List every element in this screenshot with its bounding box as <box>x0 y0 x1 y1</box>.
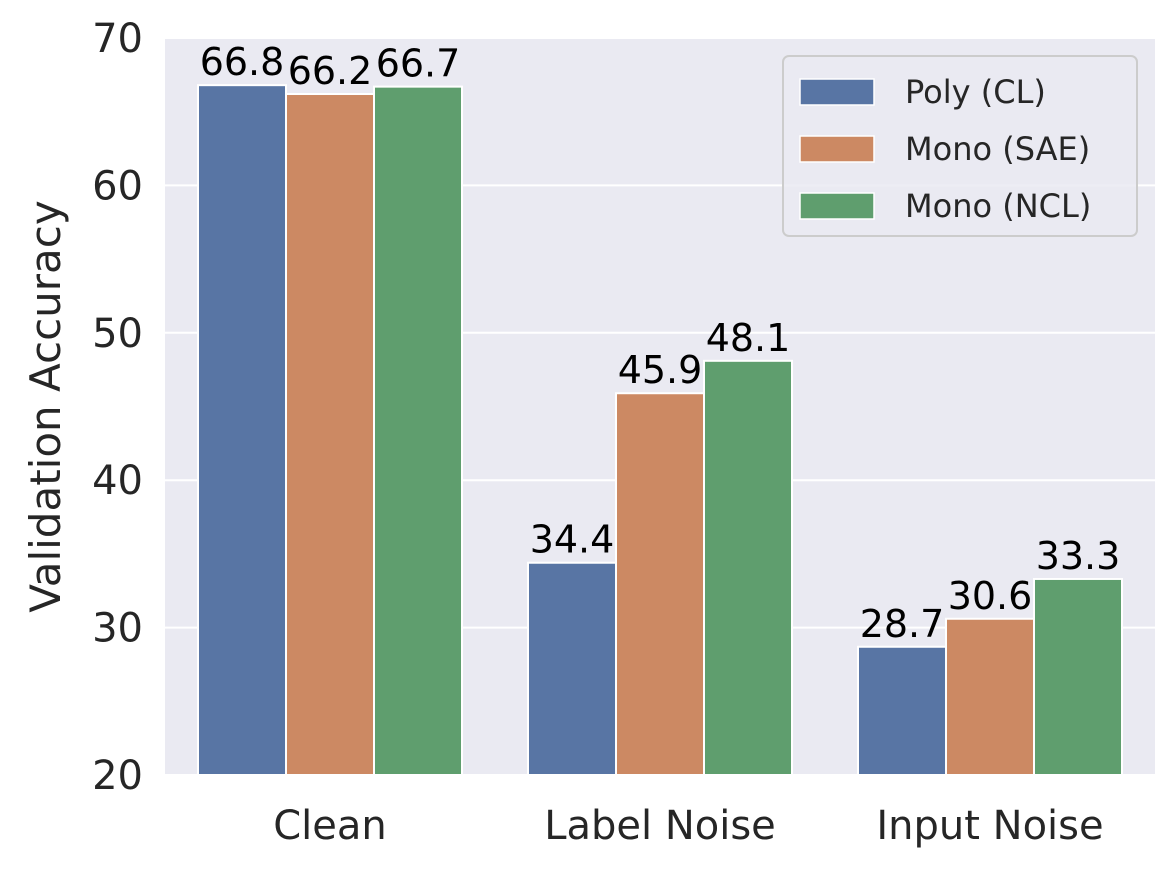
bar <box>857 645 947 777</box>
y-tick-label: 70 <box>92 16 143 62</box>
bar <box>285 93 375 776</box>
y-tick-label: 40 <box>92 458 143 504</box>
bar-value-label: 33.3 <box>1036 534 1121 578</box>
bar <box>373 85 463 776</box>
bar <box>197 84 287 776</box>
bar <box>703 359 793 776</box>
bar <box>615 392 705 776</box>
bar-value-label: 66.2 <box>288 49 373 93</box>
legend-swatch <box>799 135 875 163</box>
x-tick-label: Label Noise <box>544 803 776 849</box>
bars <box>197 84 1123 777</box>
y-tick-label: 30 <box>92 606 143 652</box>
bar-value-label: 66.7 <box>376 42 461 86</box>
bar-value-label: 45.9 <box>618 348 703 392</box>
x-tick-label: Input Noise <box>876 803 1103 849</box>
legend-swatch <box>799 78 875 106</box>
bar-value-label: 34.4 <box>530 518 615 562</box>
legend: Poly (CL) Mono (SAE) Mono (NCL) <box>782 55 1138 237</box>
bar-value-label: 66.8 <box>200 40 285 84</box>
bar-value-label: 30.6 <box>948 574 1033 618</box>
legend-swatch <box>799 192 875 220</box>
legend-label: Mono (NCL) <box>905 187 1091 225</box>
legend-label: Poly (CL) <box>905 73 1046 111</box>
bar <box>527 561 617 777</box>
bar-value-label: 28.7 <box>860 602 945 646</box>
y-axis-ticks: 20 30 40 50 60 70 <box>92 16 143 799</box>
x-axis-ticks: Clean Label Noise Input Noise <box>273 803 1103 849</box>
y-tick-label: 20 <box>92 753 143 799</box>
bar-value-label: 48.1 <box>706 316 791 360</box>
y-tick-label: 60 <box>92 163 143 209</box>
bar <box>945 617 1035 776</box>
x-tick-label: Clean <box>273 803 387 849</box>
y-tick-label: 50 <box>92 311 143 357</box>
bar <box>1033 577 1123 777</box>
y-axis-label: Validation Accuracy <box>21 200 70 613</box>
legend-label: Mono (SAE) <box>905 130 1090 168</box>
data-labels: 66.8 66.2 66.7 34.4 45.948.1 28.730.633.3 <box>200 40 1121 646</box>
